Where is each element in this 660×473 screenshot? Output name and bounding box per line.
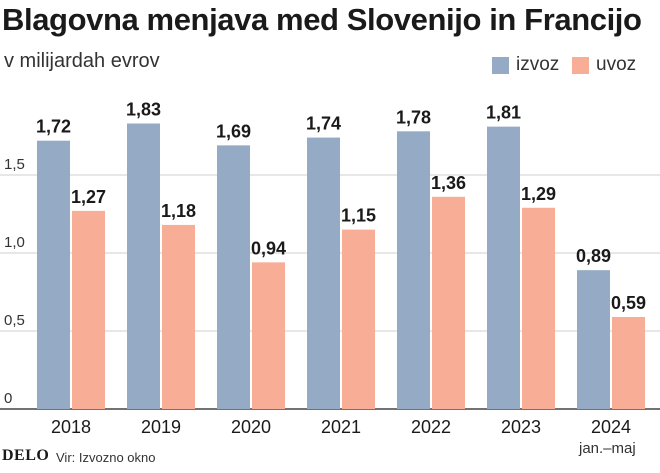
x-tick-label: 2020 (231, 417, 271, 437)
bar-uvoz (342, 229, 375, 409)
data-label-izvoz: 1,78 (396, 107, 431, 127)
y-tick-label: 1,0 (4, 234, 25, 251)
bar-izvoz (217, 145, 250, 410)
publisher-logo: DELO (2, 447, 50, 464)
data-label-izvoz: 1,83 (126, 100, 161, 120)
data-label-izvoz: 1,72 (36, 117, 71, 137)
x-tick-label: 2022 (411, 417, 451, 437)
x-tick-label: 2023 (501, 417, 541, 437)
bar-uvoz (72, 210, 105, 409)
footnote: jan.–maj (579, 440, 636, 457)
bar-izvoz (307, 137, 340, 409)
x-tick-label: 2024 (591, 417, 631, 437)
legend-label-uvoz: uvoz (596, 54, 637, 75)
data-label-izvoz: 0,89 (576, 246, 611, 266)
y-tick-label: 0,5 (4, 312, 25, 329)
legend-label-izvoz: izvoz (516, 54, 560, 75)
data-label-uvoz: 0,59 (611, 293, 646, 313)
x-tick-label: 2018 (51, 417, 91, 437)
x-tick-label: 2021 (321, 417, 361, 437)
legend-swatch-izvoz (492, 56, 509, 74)
bar-uvoz (252, 262, 285, 409)
bar-uvoz (612, 316, 645, 409)
bar-uvoz (522, 207, 555, 409)
bar-izvoz (397, 131, 430, 409)
bar-uvoz (162, 224, 195, 409)
y-tick-label: 0 (4, 390, 12, 407)
legend-swatch-uvoz (572, 56, 589, 74)
y-tick-label: 1,5 (4, 156, 25, 173)
bar-izvoz (577, 270, 610, 409)
bar-uvoz (432, 196, 465, 409)
source-note: Vir: Izvozno okno (56, 450, 156, 465)
data-label-izvoz: 1,74 (306, 114, 341, 134)
data-label-uvoz: 1,29 (521, 184, 556, 204)
legend-item-izvoz: izvoz (492, 54, 559, 76)
data-label-uvoz: 0,94 (251, 238, 286, 258)
data-label-izvoz: 1,69 (216, 121, 251, 141)
chart-title: Blagovna menjava med Slovenijo in Franci… (2, 2, 642, 37)
data-label-uvoz: 1,15 (341, 206, 376, 226)
data-label-uvoz: 1,18 (161, 201, 196, 221)
data-label-uvoz: 1,27 (71, 187, 106, 207)
legend-item-uvoz: uvoz (572, 54, 636, 76)
chart-subtitle: v milijardah evrov (4, 50, 160, 72)
data-label-izvoz: 1,81 (486, 103, 521, 123)
x-tick-label: 2019 (141, 417, 181, 437)
bar-izvoz (127, 123, 160, 410)
data-label-uvoz: 1,36 (431, 173, 466, 193)
bar-izvoz (487, 126, 520, 409)
bar-izvoz (37, 140, 70, 409)
